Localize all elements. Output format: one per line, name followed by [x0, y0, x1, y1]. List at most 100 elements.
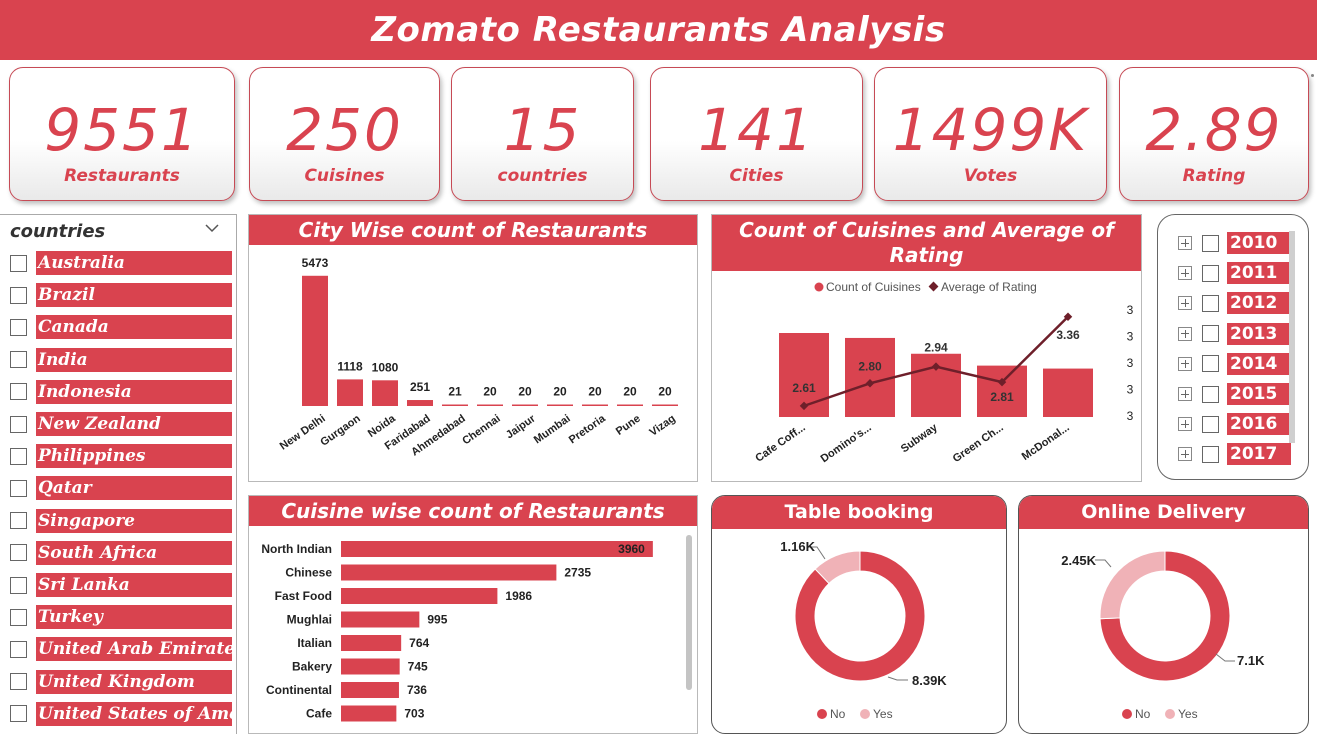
- city-bar-value: 1118: [337, 359, 363, 373]
- expand-icon[interactable]: [1178, 266, 1192, 281]
- scrollbar-thumb[interactable]: [1289, 231, 1295, 443]
- city-bar-value: 1080: [372, 360, 399, 374]
- checkbox[interactable]: [10, 383, 27, 401]
- y2-tick-label: 3: [1127, 330, 1134, 344]
- expand-icon[interactable]: [1178, 447, 1192, 462]
- city-axis-label: New Delhi: [278, 413, 328, 453]
- country-option[interactable]: Philippines: [10, 444, 232, 469]
- checkbox[interactable]: [1202, 415, 1219, 433]
- cuisine-bar: [341, 682, 399, 698]
- year-option[interactable]: 2011: [1178, 262, 1298, 285]
- legend-label: Average of Rating: [941, 280, 1037, 294]
- year-label: 2013: [1227, 322, 1291, 345]
- cuisine-bar-value: 764: [409, 636, 429, 650]
- kpi-label: Cuisines: [304, 166, 385, 186]
- year-option[interactable]: 2017: [1178, 443, 1298, 466]
- year-option[interactable]: 2016: [1178, 413, 1298, 436]
- kpi-value: 1499K: [892, 96, 1089, 164]
- expand-icon[interactable]: [1178, 326, 1192, 341]
- chart-title: Table booking: [712, 496, 1006, 529]
- checkbox[interactable]: [10, 479, 27, 497]
- city-axis-label: Chennai: [460, 413, 502, 448]
- kpi-card-cities: 141 Cities: [650, 67, 863, 201]
- checkbox[interactable]: [10, 351, 27, 369]
- checkbox[interactable]: [10, 673, 27, 691]
- checkbox[interactable]: [1202, 325, 1219, 343]
- legend-marker-no: [1122, 709, 1132, 719]
- country-option[interactable]: United Kingdom: [10, 669, 232, 694]
- checkbox[interactable]: [10, 254, 27, 272]
- legend-marker-no: [817, 709, 827, 719]
- year-slicer-scrollbar[interactable]: [1289, 231, 1295, 443]
- year-option[interactable]: 2012: [1178, 292, 1298, 315]
- donut-slice-yes: [1099, 550, 1166, 620]
- cuisine-bar-value: 736: [407, 683, 427, 697]
- cuisine-axis-label: Fast Food: [275, 589, 332, 603]
- cuisine-bar-chart: North Indian 3960 Chinese 2735 Fast Food 1986…: [261, 535, 692, 722]
- country-option[interactable]: New Zealand: [10, 412, 232, 436]
- checkbox[interactable]: [1202, 234, 1219, 252]
- checkbox[interactable]: [1202, 385, 1219, 403]
- checkbox[interactable]: [1202, 264, 1219, 282]
- city-bar-value: 20: [658, 385, 672, 399]
- year-option[interactable]: 2015: [1178, 383, 1298, 405]
- checkbox[interactable]: [10, 544, 27, 562]
- city-axis-label: Pretoria: [567, 412, 609, 446]
- year-option[interactable]: 2014: [1178, 352, 1298, 375]
- checkbox[interactable]: [10, 318, 27, 336]
- kpi-value: 250: [286, 96, 403, 164]
- expand-icon[interactable]: [1178, 296, 1192, 311]
- country-option[interactable]: India: [10, 347, 232, 372]
- expand-icon[interactable]: [1178, 387, 1192, 401]
- cuisine-bar: [341, 564, 557, 581]
- legend-label: Yes: [1178, 707, 1198, 721]
- country-option[interactable]: United States of Ame...: [10, 701, 232, 726]
- leader-line: [808, 546, 826, 560]
- country-option[interactable]: Canada: [10, 315, 232, 340]
- expand-icon[interactable]: [1178, 356, 1192, 371]
- country-option[interactable]: Brazil: [10, 283, 232, 308]
- cuisine-bar: [341, 658, 400, 675]
- checkbox[interactable]: [10, 512, 27, 530]
- kpi-card-restaurants: 9551 Restaurants: [9, 67, 235, 201]
- kpi-label: Rating: [1182, 166, 1246, 186]
- year-option[interactable]: 2010: [1178, 232, 1298, 254]
- country-option[interactable]: Indonesia: [10, 379, 232, 404]
- restaurant-axis-label: Cafe Coff...: [753, 422, 807, 465]
- city-bar-value: 20: [623, 385, 637, 399]
- rating-data-label: 3.36: [1056, 328, 1080, 342]
- city-bar: [372, 380, 398, 406]
- checkbox[interactable]: [1202, 294, 1219, 312]
- donut-data-label: 7.1K: [1237, 653, 1265, 668]
- leader-line: [1095, 559, 1112, 568]
- country-option[interactable]: Sri Lanka: [10, 573, 232, 597]
- country-label: Sri Lanka: [36, 573, 232, 597]
- chevron-down-icon[interactable]: [205, 221, 219, 235]
- checkbox[interactable]: [10, 640, 27, 658]
- checkbox[interactable]: [10, 576, 27, 594]
- year-option[interactable]: 2013: [1178, 322, 1298, 345]
- checkbox[interactable]: [10, 286, 27, 304]
- cuisine-axis-label: Continental: [266, 683, 332, 697]
- checkbox[interactable]: [10, 608, 27, 626]
- country-option[interactable]: Singapore: [10, 508, 232, 533]
- checkbox[interactable]: [10, 447, 27, 465]
- expand-icon[interactable]: [1178, 417, 1192, 432]
- more-options-dot[interactable]: [1311, 74, 1314, 77]
- kpi-card-cuisines: 250 Cuisines: [249, 67, 440, 201]
- checkbox[interactable]: [10, 705, 27, 723]
- expand-icon[interactable]: [1178, 236, 1192, 250]
- country-option[interactable]: Australia: [10, 251, 232, 275]
- y2-tick-label: 3: [1127, 383, 1134, 397]
- rating-data-label: 2.80: [858, 359, 882, 373]
- checkbox[interactable]: [1202, 445, 1219, 463]
- checkbox[interactable]: [1202, 355, 1219, 373]
- checkbox[interactable]: [10, 415, 27, 433]
- kpi-value: 2.89: [1145, 96, 1283, 164]
- country-option[interactable]: United Arab Emirates: [10, 637, 232, 662]
- city-axis-label: Pune: [614, 413, 643, 438]
- country-option[interactable]: Turkey: [10, 605, 232, 630]
- country-option[interactable]: Qatar: [10, 476, 232, 501]
- country-option[interactable]: South Africa: [10, 540, 232, 565]
